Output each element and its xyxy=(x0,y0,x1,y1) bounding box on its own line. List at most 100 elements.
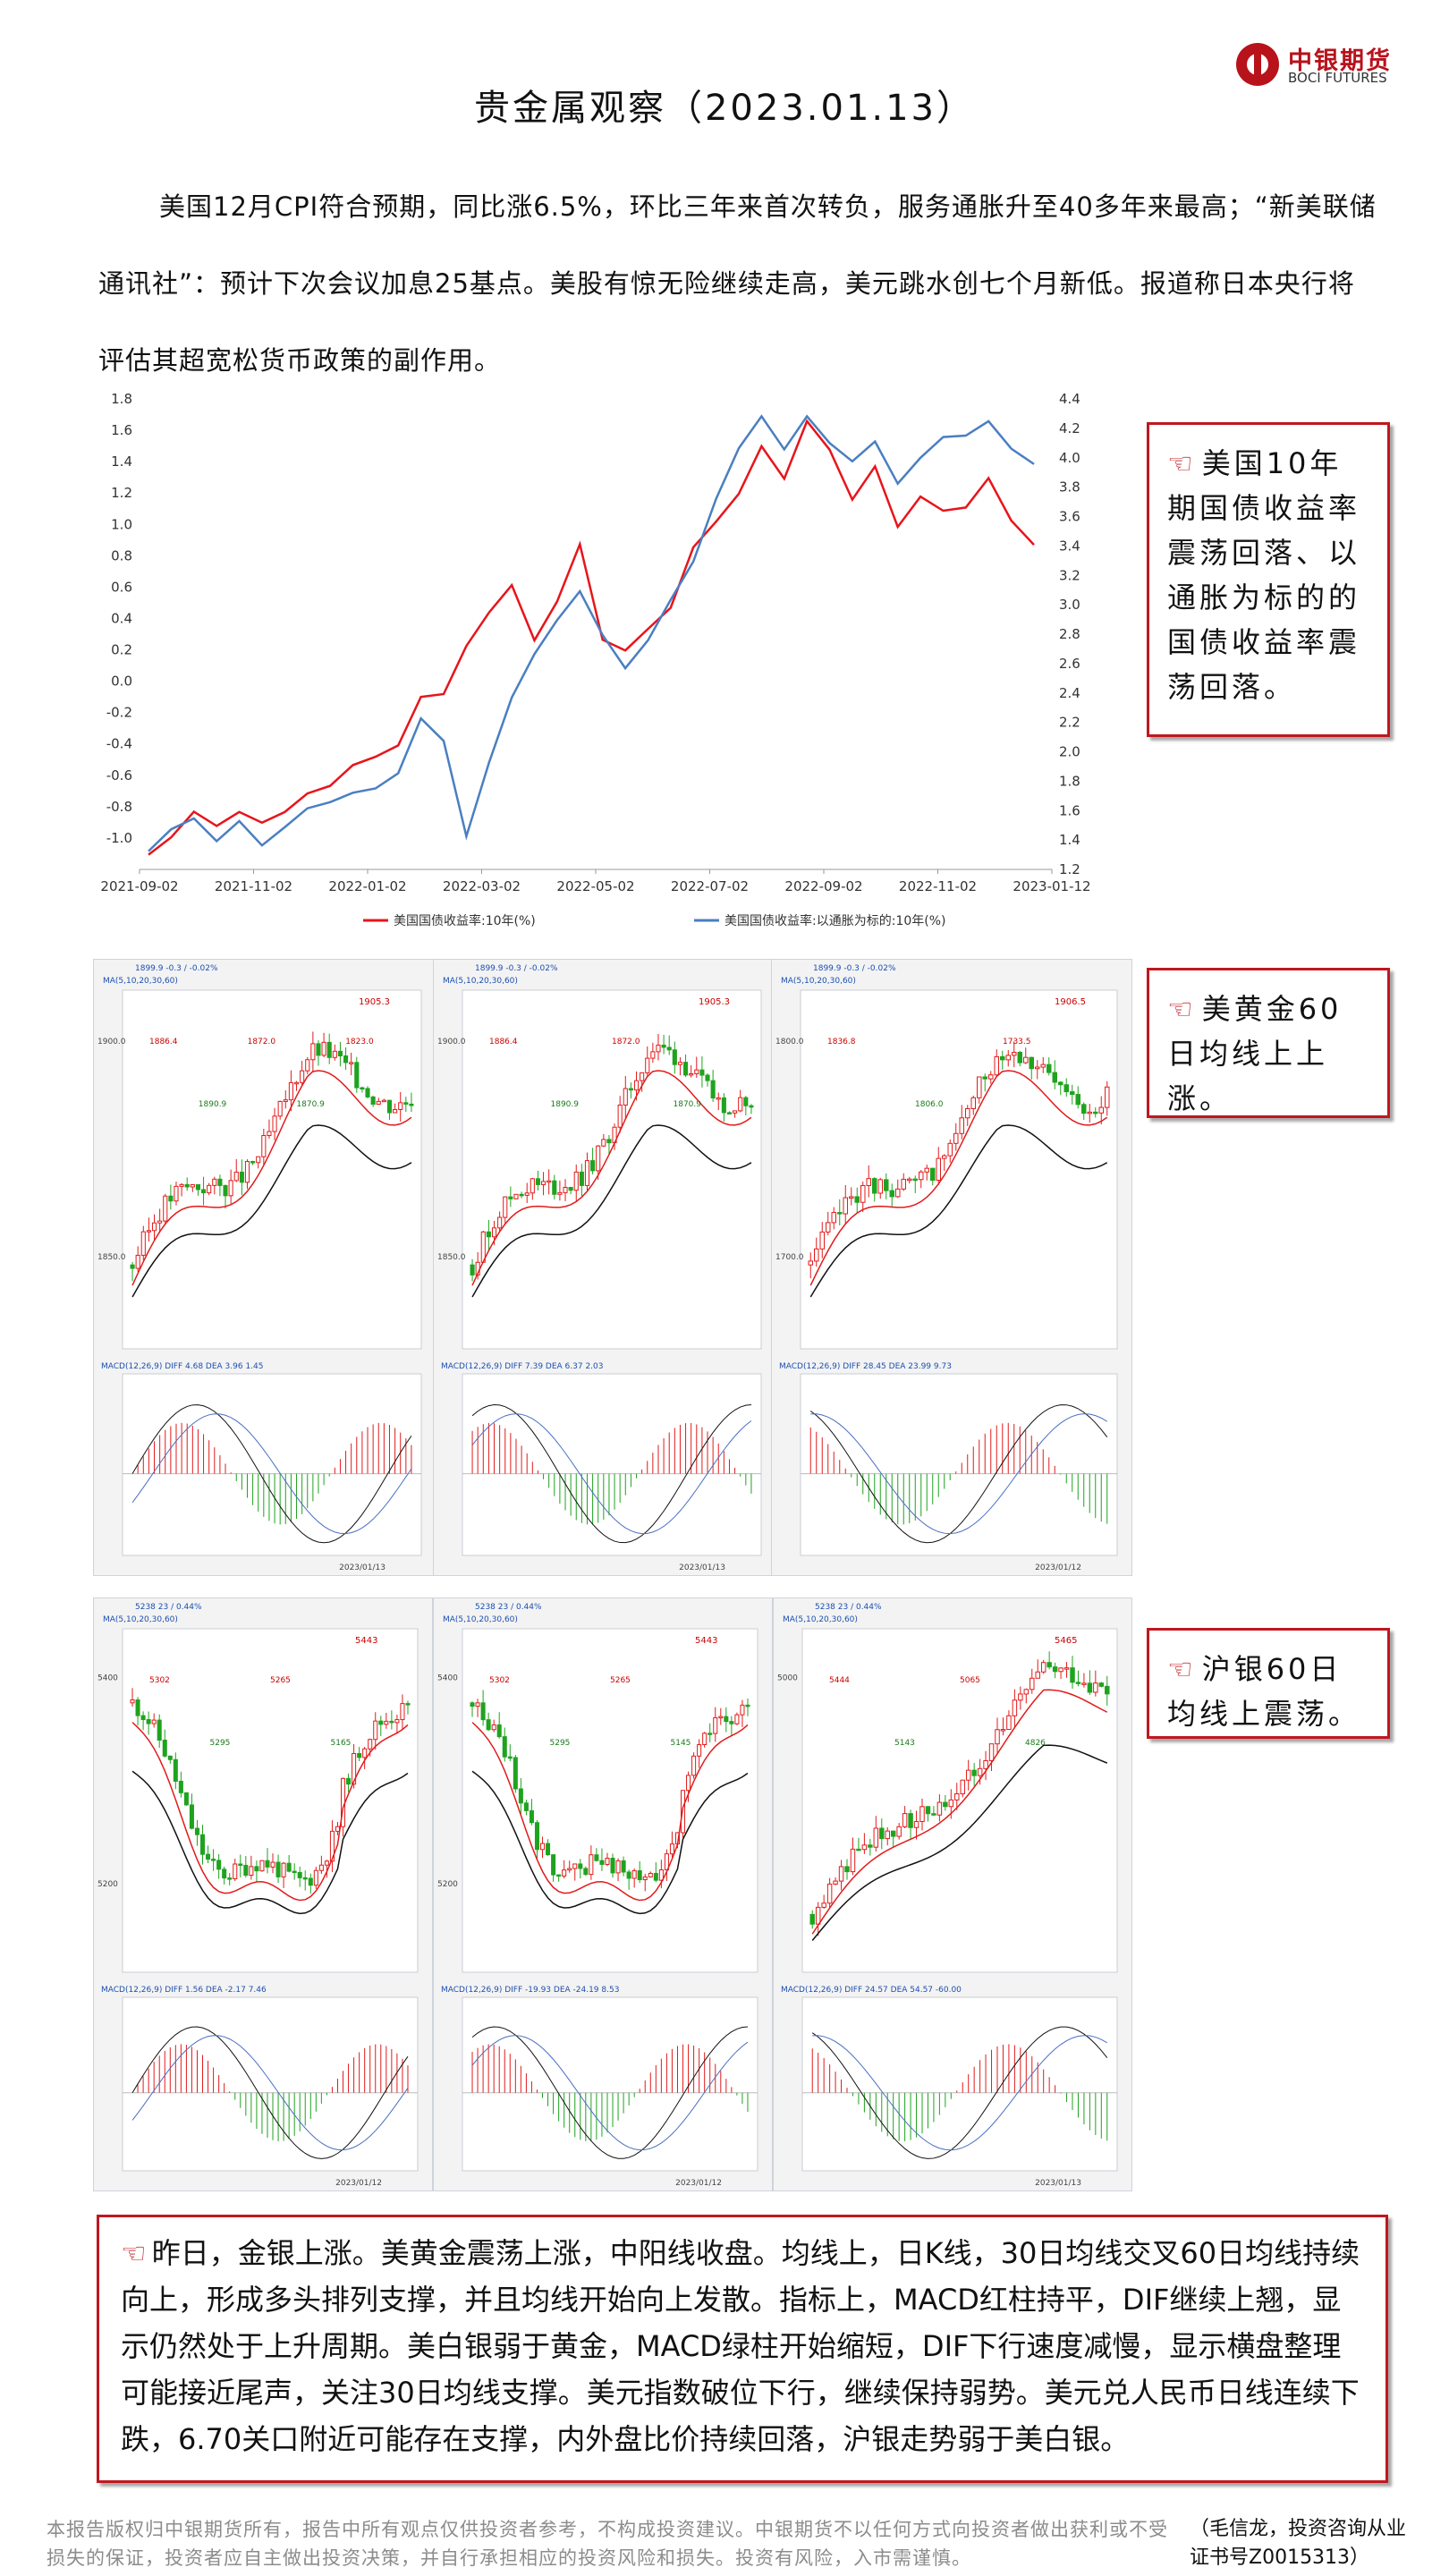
candle-body xyxy=(930,1167,936,1182)
candle-body xyxy=(953,1132,959,1144)
candle-body xyxy=(1075,1682,1081,1684)
macd-label: MACD(12,26,9) DIFF 4.68 DEA 3.96 1.45 xyxy=(101,1362,264,1371)
macd-plot-area xyxy=(801,1996,1118,2172)
candle-body xyxy=(642,1876,648,1881)
candle-body xyxy=(1040,1063,1046,1068)
price-annotation: 5265 xyxy=(270,1676,291,1685)
candle-body xyxy=(556,1874,562,1877)
macd-plot-area xyxy=(462,1996,758,2172)
candle-body xyxy=(518,1788,523,1804)
candle-body xyxy=(965,1108,970,1119)
series-line-2 xyxy=(148,414,1035,852)
price-annotation: 5065 xyxy=(960,1676,980,1685)
candle-body xyxy=(656,1044,661,1053)
candle-body xyxy=(589,1854,594,1876)
macd-dea-line xyxy=(812,2035,1108,2151)
candle-body xyxy=(1087,1111,1092,1114)
candle-body xyxy=(579,1171,584,1186)
candle-body xyxy=(666,1046,672,1051)
company-logo: 中银期货 BOCI FUTURES xyxy=(1236,39,1415,93)
candle-body xyxy=(943,1801,948,1808)
candle-body xyxy=(826,1222,831,1233)
candle-body xyxy=(324,1860,329,1866)
date-label: 2023/01/12 xyxy=(1035,1563,1081,1572)
candle-body xyxy=(243,1864,249,1877)
candle-body xyxy=(896,1826,902,1837)
price-annotation: 1886.4 xyxy=(489,1038,518,1046)
candle-body xyxy=(189,1804,194,1829)
candle-body xyxy=(173,1758,178,1782)
candle-body xyxy=(207,1184,212,1194)
candle-body xyxy=(617,1104,623,1128)
candle-body xyxy=(669,1843,674,1855)
candle-body xyxy=(316,1043,321,1056)
price-axis-label-high: 5400 xyxy=(437,1674,458,1683)
candle-body xyxy=(293,1081,300,1085)
y-left-tick-label: 0.8 xyxy=(111,547,132,564)
pointing-hand-icon: ☜ xyxy=(1167,1652,1197,1686)
page-title: 贵金属观察（2023.01.13） xyxy=(473,88,976,129)
price-annotation: 5302 xyxy=(149,1676,170,1685)
candle-body xyxy=(1105,1086,1110,1108)
candle-body xyxy=(594,1854,599,1861)
candle-body xyxy=(931,1813,936,1816)
candle-body xyxy=(856,1848,861,1852)
candle-body xyxy=(305,1059,310,1072)
candle-body xyxy=(1081,1682,1087,1685)
candle-body xyxy=(872,1178,877,1194)
candle-body xyxy=(1087,1682,1093,1693)
y-left-tick-label: 0.6 xyxy=(111,579,132,595)
candle-body xyxy=(1023,1056,1029,1063)
candle-body xyxy=(849,1196,854,1199)
macd-dea-line xyxy=(131,2035,409,2151)
candle-body xyxy=(1052,1072,1057,1083)
candle-body xyxy=(250,1161,256,1164)
candle-plot-area xyxy=(462,989,762,1350)
candle-body xyxy=(503,1196,508,1218)
candle-body xyxy=(1063,1084,1069,1093)
candle-body xyxy=(890,1830,896,1837)
candle-body xyxy=(902,1813,908,1827)
candle-body xyxy=(360,1087,365,1090)
candle-body xyxy=(838,1866,844,1882)
candle-body xyxy=(378,1720,384,1725)
candle-body xyxy=(1058,1081,1063,1086)
candle-body xyxy=(238,1863,243,1866)
macd-plot-area xyxy=(122,1373,422,1556)
candle-body xyxy=(523,1802,529,1811)
y-left-tick-label: 1.8 xyxy=(111,391,132,407)
date-label: 2023/01/12 xyxy=(675,2179,722,2188)
candle-body xyxy=(621,1860,626,1873)
candle-body xyxy=(286,1862,292,1872)
peak-price-label: 5443 xyxy=(355,1636,377,1646)
y-right-tick-label: 4.0 xyxy=(1059,450,1080,466)
candle-body xyxy=(272,1115,277,1132)
candle-body xyxy=(584,1160,590,1186)
candle-body xyxy=(948,1799,954,1808)
price-axis-label-low: 5200 xyxy=(437,1880,458,1889)
candle-body xyxy=(403,1102,409,1105)
candle-body xyxy=(300,1070,305,1083)
candle-body xyxy=(174,1185,179,1202)
ma-black-line xyxy=(471,1124,752,1298)
callout-gold-text: 美黄金60日均线上上涨。 xyxy=(1167,992,1343,1115)
price-annotation: 5444 xyxy=(829,1676,850,1685)
candle-body xyxy=(808,1260,813,1266)
date-label: 2023/01/12 xyxy=(335,2179,382,2188)
candle-body xyxy=(233,1863,238,1879)
candle-body xyxy=(716,1097,721,1100)
candle-body xyxy=(470,1702,475,1707)
candle-body xyxy=(1012,1699,1018,1716)
candle-body xyxy=(1030,1677,1035,1690)
candle-body xyxy=(988,1074,994,1080)
candle-body xyxy=(686,1775,691,1792)
candle-body xyxy=(281,1862,286,1877)
y-left-tick-label: 1.0 xyxy=(111,516,132,532)
candle-body xyxy=(335,1826,341,1832)
price-axis-label-low: 1850.0 xyxy=(97,1253,126,1262)
candle-body xyxy=(860,1184,866,1203)
pointing-hand-icon: ☜ xyxy=(1167,446,1197,480)
candle-body xyxy=(729,1721,734,1724)
candle-body xyxy=(146,1230,151,1233)
price-annotation: 1733.5 xyxy=(1003,1038,1031,1046)
